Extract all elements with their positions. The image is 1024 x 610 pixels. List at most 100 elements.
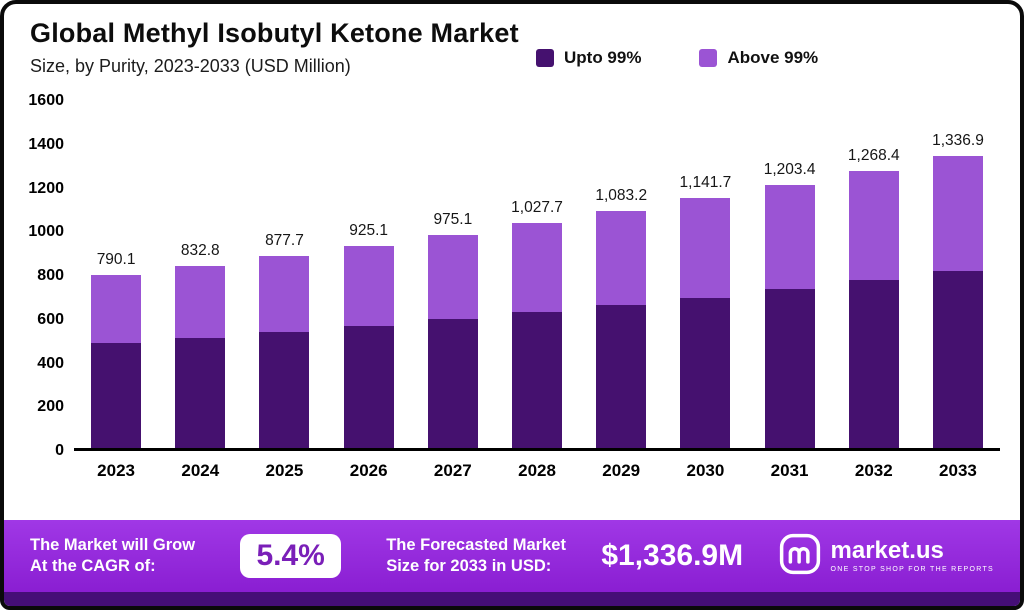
x-tick-label: 2028: [518, 461, 556, 480]
cagr-label: The Market will Grow At the CAGR of:: [30, 535, 195, 578]
y-tick-label: 0: [55, 442, 64, 459]
cagr-label-line2: At the CAGR of:: [30, 557, 156, 575]
bar-stack: [680, 198, 731, 448]
bar-segment-upto-99-: [512, 312, 563, 448]
forecast-label-line2: Size for 2033 in USD:: [386, 557, 552, 575]
cagr-label-line1: The Market will Grow: [30, 535, 196, 554]
bar-total-label: 1,336.9: [932, 131, 984, 149]
bar-stack: [259, 256, 310, 448]
bar-segment-upto-99-: [343, 325, 394, 448]
bar-total-label: 877.7: [265, 232, 304, 250]
bar-segment-upto-99-: [175, 337, 226, 448]
chart-header: Global Methyl Isobutyl Ketone Market Siz…: [4, 4, 1020, 77]
bar-segment-above-99-: [91, 275, 142, 343]
bar-total-label: 1,141.7: [679, 174, 732, 192]
legend-label: Above 99%: [727, 48, 819, 67]
page-title: Global Methyl Isobutyl Ketone Market: [30, 18, 519, 48]
bar-segment-upto-99-: [848, 280, 899, 448]
legend-swatch: [699, 49, 718, 67]
brand-text: market.us ONE STOP SHOP FOR THE REPORTS: [830, 537, 994, 574]
bar-segment-above-99-: [259, 256, 310, 333]
bar-segment-upto-99-: [764, 289, 815, 448]
legend-item: Upto 99%: [536, 48, 641, 68]
x-tick-label: 2024: [181, 461, 220, 480]
x-tick-label: 2025: [265, 461, 304, 480]
x-tick-label: 2033: [939, 461, 977, 480]
forecast-value: $1,336.9M: [601, 539, 744, 572]
bar-total-label: 975.1: [433, 210, 473, 228]
bar-total-label: 925.1: [349, 221, 389, 239]
bar-total-label: 1,083.2: [595, 187, 648, 205]
brand-block[interactable]: market.us ONE STOP SHOP FOR THE REPORTS: [779, 533, 994, 580]
x-tick-label: 2023: [97, 461, 135, 480]
plot-column: 790.1 832.8 877.7 925.1 975.1 1,027.7 1,083.2 1…: [74, 101, 1000, 481]
bar-segment-above-99-: [175, 265, 226, 338]
bar-segment-above-99-: [512, 223, 563, 313]
bar-group: 1,141.7: [663, 101, 747, 448]
stats-banner: The Market will Grow At the CAGR of: 5.4…: [4, 520, 1020, 592]
bar-total-label: 790.1: [96, 251, 136, 269]
bar-segment-upto-99-: [427, 318, 478, 448]
brand-name: market.us: [830, 537, 944, 564]
y-tick-label: 1200: [28, 179, 64, 197]
cagr-value-badge: 5.4%: [240, 534, 341, 578]
bar-segment-upto-99-: [91, 343, 142, 448]
bar-stack: [848, 170, 899, 448]
y-axis: 1600 1400 1200 1000 800 600 400 200 0: [14, 92, 74, 459]
stacked-bar-chart: 1600 1400 1200 1000 800 600 400 200 0 790.1 832.8…: [4, 92, 1020, 481]
bar-stack: [596, 211, 647, 448]
bar-stack: [427, 234, 478, 448]
y-tick-label: 600: [37, 310, 64, 328]
x-tick-label: 2032: [854, 461, 893, 480]
bar-group: 1,083.2: [579, 101, 663, 448]
forecast-label: The Forecasted Market Size for 2033 in U…: [386, 535, 566, 578]
x-tick-label: 2031: [770, 461, 809, 480]
brand-tagline: ONE STOP SHOP FOR THE REPORTS: [830, 566, 994, 573]
x-tick-label: 2026: [349, 461, 388, 480]
bar-group: 877.7: [242, 101, 326, 448]
x-axis: 2023 2024 2025 2026 2027 2028 2029 2030 2031 2032…: [74, 461, 1000, 481]
y-tick-label: 1600: [28, 92, 64, 109]
x-tick-label: 2030: [686, 461, 725, 480]
footer-strip: [4, 592, 1020, 606]
y-tick-label: 1000: [28, 223, 64, 241]
bar-stack: [512, 223, 563, 448]
bar-group: 1,027.7: [495, 101, 579, 448]
bar-total-label: 1,027.7: [511, 199, 563, 217]
bar-group: 790.1: [74, 101, 158, 448]
bar-group: 975.1: [411, 101, 495, 448]
bar-segment-above-99-: [427, 234, 478, 319]
bar-group: 1,203.4: [748, 101, 832, 448]
legend-item: Above 99%: [699, 48, 818, 68]
legend-swatch: [536, 49, 554, 67]
bar-total-label: 1,268.4: [847, 146, 900, 164]
bar-segment-upto-99-: [680, 297, 731, 448]
bar-group: 1,268.4: [832, 101, 916, 448]
bar-segment-above-99-: [932, 155, 983, 271]
bar-total-label: 832.8: [180, 241, 220, 259]
forecast-label-line1: The Forecasted Market: [386, 535, 566, 554]
plot-area: 790.1 832.8 877.7 925.1 975.1 1,027.7 1,083.2 1…: [74, 101, 1000, 451]
bar-stack: [175, 265, 226, 448]
bar-stack: [764, 184, 815, 448]
y-tick-label: 400: [37, 354, 64, 372]
footer: The Market will Grow At the CAGR of: 5.4…: [4, 520, 1020, 606]
bar-segment-above-99-: [764, 184, 815, 290]
x-tick-label: 2027: [433, 461, 472, 480]
chart-legend: Upto 99% Above 99%: [536, 48, 818, 68]
y-tick-label: 200: [37, 398, 64, 416]
bar-group: 1,336.9: [916, 101, 1000, 448]
bar-segment-above-99-: [848, 170, 899, 280]
page-subtitle: Size, by Purity, 2023-2033 (USD Million): [30, 56, 351, 76]
marketus-logo-icon: [779, 533, 821, 580]
bar-segment-upto-99-: [259, 332, 310, 448]
x-tick-label: 2029: [602, 461, 641, 480]
bar-segment-upto-99-: [596, 305, 647, 448]
bar-stack: [932, 155, 983, 448]
bar-segment-above-99-: [596, 211, 647, 306]
bar-segment-above-99-: [680, 198, 731, 298]
bar-stack: [91, 275, 142, 448]
bar-stack: [343, 245, 394, 448]
legend-label: Upto 99%: [564, 48, 642, 67]
